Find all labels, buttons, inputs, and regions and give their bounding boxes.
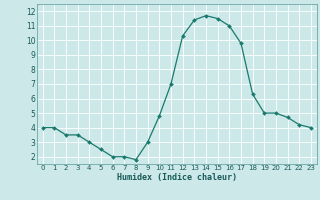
X-axis label: Humidex (Indice chaleur): Humidex (Indice chaleur): [117, 173, 237, 182]
